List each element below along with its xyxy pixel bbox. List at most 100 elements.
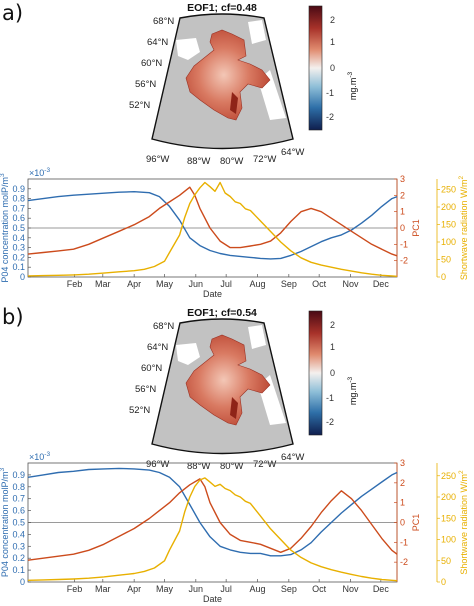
right2-tick-label: 100	[441, 535, 456, 545]
left-tick-label: 0	[20, 272, 25, 282]
left-tick-label: 0.5	[12, 223, 25, 233]
x-tick-label: Jul	[220, 584, 232, 594]
colorbar-tick: -2	[326, 417, 334, 427]
x-tick-label: Dec	[373, 279, 390, 289]
x-tick-label: Mar	[95, 279, 111, 289]
hudson-bay-eof	[185, 29, 271, 121]
x-tick-label: Mar	[95, 584, 111, 594]
pc1-series-line	[27, 186, 398, 257]
lat-label: 52°N	[129, 100, 150, 111]
lon-label: 64°W	[281, 452, 304, 463]
land-west	[176, 38, 200, 60]
x-tick-label: Feb	[67, 279, 83, 289]
x-tick-label: Nov	[342, 279, 359, 289]
left-tick-label: 0.2	[12, 553, 25, 563]
lat-labels: 68°N 64°N 60°N 56°N 52°N	[129, 16, 174, 111]
right2-tick-label: 100	[441, 237, 456, 247]
right1-tick-label: -1	[400, 239, 408, 249]
right1-tick-label: 3	[400, 174, 405, 184]
po4-series-line	[27, 190, 398, 260]
x-tick-label: Apr	[127, 584, 141, 594]
left-tick-label: 0.1	[12, 565, 25, 575]
right1-tick-label: 0	[400, 223, 405, 233]
left-tick-label: 0.7	[12, 203, 25, 213]
right-axis-2-label: Shortwave radiation W/m2	[458, 176, 469, 281]
colorbar-bar	[308, 310, 323, 436]
lon-label: 80°W	[220, 156, 243, 167]
map-title: EOF1; cf=0.48	[187, 2, 257, 14]
right1-tick-label: 1	[400, 498, 405, 508]
panel-letter: a)	[2, 1, 23, 25]
timeseries-chart-b: 0.9 0.8 0.7 0.6 0.50.4 0.3 0.2 0.1 0 ×10-3 P04 con…	[0, 451, 469, 604]
lon-label: 96°W	[146, 154, 169, 165]
lon-label: 72°W	[253, 154, 276, 165]
right2-tick-label: 250	[441, 471, 456, 481]
left-axis-label: P04 concentration molP/m3	[0, 173, 10, 283]
lon-label: 72°W	[253, 459, 276, 470]
x-tick-label: Aug	[249, 279, 265, 289]
x-tick-label: May	[156, 584, 174, 594]
x-tick-label: Sep	[281, 279, 297, 289]
lon-label: 64°W	[281, 147, 304, 158]
right2-tick-label: 250	[441, 185, 456, 195]
x-tick-label: Nov	[342, 584, 359, 594]
eof-map: EOF1; cf=0.48 68°N 64°N 60°N 56°N 52°N 9…	[129, 2, 304, 167]
lat-label: 68°N	[153, 16, 174, 27]
left-tick-label: 0.6	[12, 213, 25, 223]
po4-series-line	[27, 467, 398, 557]
map-title: EOF1; cf=0.54	[187, 307, 257, 319]
x-tick-label: Oct	[312, 279, 327, 289]
right2-tick-label: 0	[441, 272, 446, 282]
lat-label: 68°N	[153, 321, 174, 332]
colorbar: 2 1 0 -1 -2 mg.m-3	[308, 5, 358, 131]
left-axis-exponent: ×10-3	[29, 167, 50, 178]
eof-map: EOF1; cf=0.54 68°N 64°N 60°N 56°N 52°N 9…	[129, 307, 304, 472]
lat-label: 60°N	[141, 363, 162, 374]
colorbar-tick: 2	[330, 15, 335, 25]
x-tick-label: Dec	[373, 584, 390, 594]
left-tick-label: 0.8	[12, 482, 25, 492]
right1-tick-label: 0	[400, 518, 405, 528]
shortwave-series-line	[27, 181, 398, 277]
left-tick-label: 0.7	[12, 494, 25, 504]
land-north	[248, 20, 266, 44]
x-tick-label: Jun	[189, 279, 204, 289]
x-axis-label: Date	[203, 594, 222, 604]
panel-letter: b)	[2, 305, 24, 329]
right2-tick-label: 200	[441, 492, 456, 502]
colorbar-tick: -1	[326, 88, 334, 98]
left-tick-label: 0.9	[12, 470, 25, 480]
colorbar-unit: mg.m-3	[347, 376, 358, 405]
x-tick-label: Apr	[127, 279, 141, 289]
right-axis-2-label: Shortwave radiation W/m2	[458, 470, 469, 575]
lat-labels: 68°N 64°N 60°N 56°N 52°N	[129, 321, 174, 416]
left-axis-exponent: ×10-3	[29, 451, 50, 462]
colorbar-tick: 0	[330, 63, 335, 73]
right1-tick-label: 3	[400, 458, 405, 468]
right1-tick-label: 1	[400, 207, 405, 217]
right2-tick-label: 200	[441, 202, 456, 212]
right2-tick-label: 50	[441, 556, 451, 566]
x-tick-label: Jul	[220, 279, 232, 289]
lon-label: 88°W	[187, 156, 210, 167]
lat-label: 64°N	[147, 342, 168, 353]
right1-tick-label: 2	[400, 478, 405, 488]
right2-tick-label: 150	[441, 513, 456, 523]
x-tick-label: Feb	[67, 584, 83, 594]
lon-label: 96°W	[146, 459, 169, 470]
lat-label: 56°N	[135, 384, 156, 395]
panel-b: b) EOF1; cf=0.54 68°N 64°N 60°N 56°N 52°…	[2, 305, 358, 472]
left-axis-label: P04 concentration molP/m3	[0, 468, 10, 578]
james-bay-patch	[230, 92, 238, 114]
colorbar-tick: 2	[330, 320, 335, 330]
left-tick-label: 0.2	[12, 252, 25, 262]
colorbar-bar	[308, 5, 323, 131]
right2-tick-label: 150	[441, 220, 456, 230]
right-axis-1-label: PC1	[411, 514, 421, 532]
right1-tick-label: -2	[400, 256, 408, 266]
left-tick-label: 0.3	[12, 243, 25, 253]
left-tick-label: 0.9	[12, 184, 25, 194]
lon-labels: 96°W 88°W 80°W 72°W 64°W	[146, 147, 304, 167]
left-tick-label: 0.6	[12, 506, 25, 516]
